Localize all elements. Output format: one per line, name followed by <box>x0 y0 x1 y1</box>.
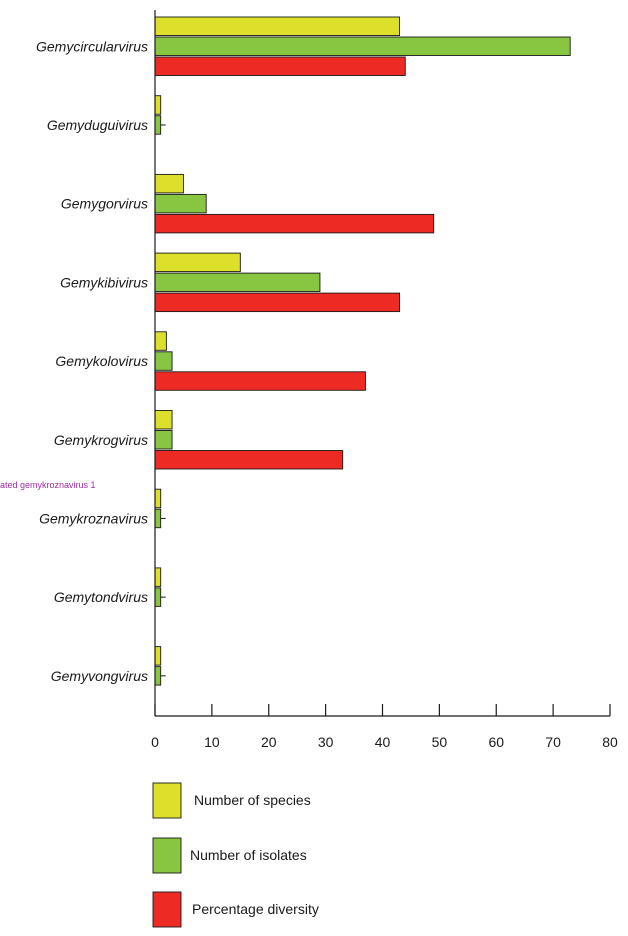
category-label: Gemygorvirus <box>61 196 148 212</box>
bar-number-of-species <box>154 410 173 430</box>
bar-number-of-species <box>154 173 184 194</box>
legend: Number of species Number of isolates Perce… <box>152 782 319 928</box>
legend-swatch <box>152 837 182 874</box>
annotation-label: ated gemykroznavirus 1 <box>0 480 96 490</box>
category-label: Gemykibivirus <box>60 274 148 290</box>
bar-number-of-species <box>154 16 401 36</box>
bar-number-of-isolates <box>154 193 207 214</box>
x-tick-label: 20 <box>261 734 277 750</box>
bar-number-of-isolates <box>154 36 571 56</box>
bar-number-of-isolates <box>154 351 173 371</box>
bar-number-of-species <box>154 567 162 587</box>
bar-percentage-diversity <box>154 56 406 76</box>
bar-number-of-species <box>154 331 167 351</box>
bar-percentage-diversity <box>154 450 344 470</box>
category-label: Gemycircularvirus <box>36 38 148 54</box>
bar-percentage-diversity <box>154 213 435 234</box>
y-axis-category-labels: Gemycircularvirus Gemyduguivirus Gemygorvi… <box>36 38 148 684</box>
bar-number-of-species <box>154 95 162 115</box>
bar-number-of-species <box>154 252 241 273</box>
bar-percentage-diversity <box>154 292 401 313</box>
bar-number-of-isolates <box>154 272 321 293</box>
legend-swatch <box>152 782 182 819</box>
category-label: Gemytondvirus <box>54 589 148 605</box>
x-tick-label: 50 <box>432 734 448 750</box>
category-label: Gemyvongvirus <box>51 668 148 684</box>
legend-label: Percentage diversity <box>192 901 319 917</box>
bar-number-of-isolates <box>154 587 162 607</box>
x-axis-ticks: 0 10 20 30 40 50 60 70 80 <box>151 704 618 750</box>
bar-number-of-species <box>154 646 162 666</box>
legend-label: Number of species <box>194 792 311 808</box>
category-label: Gemyduguivirus <box>47 117 148 133</box>
category-label: Gemykroznavirus <box>39 510 148 526</box>
x-tick-label: 30 <box>318 734 334 750</box>
bar-number-of-isolates <box>154 666 162 686</box>
bar-percentage-diversity <box>154 371 366 391</box>
error-bars-layer <box>160 124 166 677</box>
bar-number-of-species <box>154 488 162 509</box>
category-label: Gemykolovirus <box>55 353 148 369</box>
bar-number-of-isolates <box>154 430 173 450</box>
bar-number-of-isolates <box>154 115 162 135</box>
bars-layer <box>154 16 571 686</box>
category-label: Gemykrogvirus <box>54 432 148 448</box>
x-tick-label: 60 <box>488 734 504 750</box>
x-tick-label: 10 <box>204 734 220 750</box>
bar-number-of-isolates <box>154 508 162 529</box>
legend-swatch <box>152 891 182 928</box>
legend-label: Number of isolates <box>190 847 307 863</box>
x-tick-label: 40 <box>375 734 391 750</box>
x-tick-label: 80 <box>602 734 618 750</box>
x-tick-label: 0 <box>151 734 159 750</box>
x-tick-label: 70 <box>545 734 561 750</box>
